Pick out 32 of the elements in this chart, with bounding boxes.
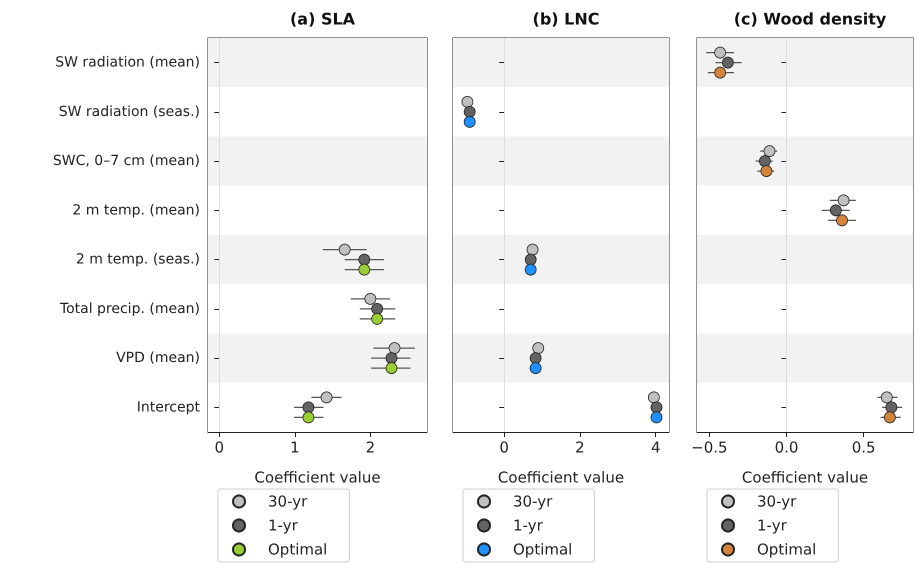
x-tick-label: 0	[499, 438, 509, 456]
y-tick-label: 2 m temp. (seas.)	[76, 252, 200, 268]
x-tick-label: 4	[650, 438, 661, 456]
legend-label: 1-yr	[757, 516, 788, 534]
legend-label: Optimal	[513, 540, 572, 558]
chart-title: (b) LNC	[532, 10, 600, 28]
chart-title: (a) SLA	[290, 10, 356, 28]
x-tick-label: 2	[366, 438, 376, 456]
x-axis-title: Coefficient value	[254, 468, 381, 486]
legend-label: Optimal	[757, 540, 816, 558]
legend-label: Optimal	[268, 540, 328, 558]
x-tick-label: 0.0	[774, 438, 798, 456]
x-tick-label: 2	[575, 438, 585, 456]
y-tick-label: Total precip. (mean)	[58, 300, 200, 317]
legend-label: 1-yr	[268, 516, 299, 534]
y-tick-label: VPD (mean)	[116, 350, 200, 366]
x-tick-label: 1	[290, 438, 300, 456]
y-tick-label: 2 m temp. (mean)	[72, 202, 200, 218]
x-axis-title: Coefficient value	[742, 468, 868, 486]
y-tick-label: SW radiation (seas.)	[58, 104, 200, 120]
x-axis-title: Coefficient value	[498, 468, 624, 486]
x-tick-label: 0.5	[852, 438, 876, 456]
legend-label: 30-yr	[757, 492, 798, 510]
legend-label: 1-yr	[513, 516, 544, 534]
legend-label: 30-yr	[513, 492, 554, 510]
y-tick-label: Intercept	[136, 399, 200, 416]
chart-title: (c) Wood density	[734, 10, 887, 28]
y-tick-label: SWC, 0–7 cm (mean)	[52, 153, 200, 170]
x-tick-label: 0	[214, 438, 224, 456]
legend-label: 30-yr	[268, 492, 308, 510]
x-tick-label: −0.5	[691, 438, 728, 456]
y-tick-label: SW radiation (mean)	[55, 54, 200, 71]
